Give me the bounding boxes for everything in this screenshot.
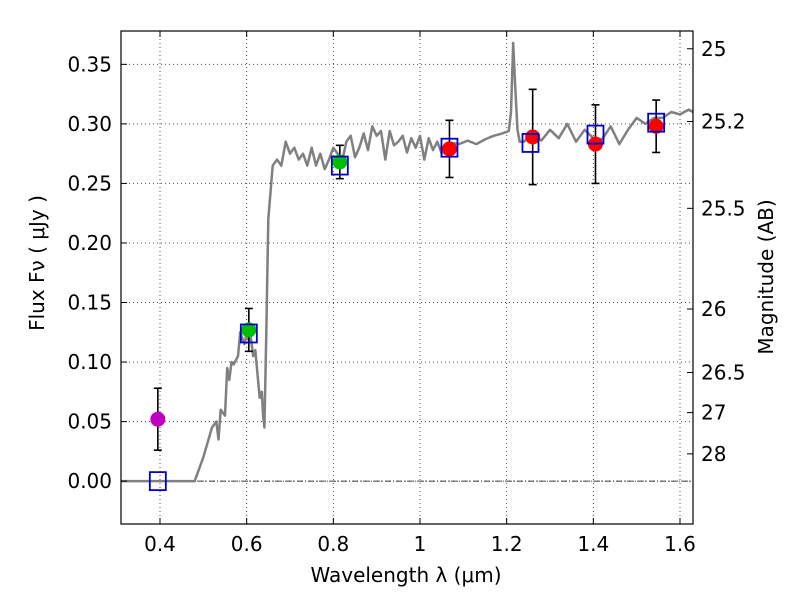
x-tick-label: 0.4 (144, 532, 176, 556)
observed-point (150, 411, 166, 427)
observed-point (241, 322, 257, 338)
x-tick-label: 1.6 (664, 532, 696, 556)
x-tick-label: 1.2 (491, 532, 523, 556)
x-axis-title: Wavelength λ (μm) (310, 563, 501, 587)
mag-tick-label: 26 (701, 297, 726, 321)
observed-point (648, 118, 664, 134)
model-spectrum-layer (121, 41, 694, 483)
y-tick-label: 0.25 (67, 171, 112, 195)
x-tick-label: 1.4 (577, 532, 609, 556)
model-band-square (586, 124, 605, 145)
model-band-square (647, 112, 666, 133)
y-tick-label: 0.05 (67, 410, 112, 434)
axis-ticks (121, 31, 693, 524)
x-tick-label: 0.8 (317, 532, 349, 556)
y-tick-label: 0.00 (67, 469, 112, 493)
y2-axis-title: Magnitude (AB) (754, 199, 778, 354)
observed-points (150, 118, 664, 427)
mag-tick-label: 26.5 (701, 361, 746, 385)
y-axis-title: Flux Fν ( μJy ) (25, 195, 49, 331)
tick-labels: 0.4 0.6 0.8 1 1.2 1.4 1.6 0.00 0.05 0.10 0.15 0.20 0… (67, 37, 745, 556)
y-tick-label: 0.35 (67, 52, 112, 76)
model-band-square (148, 471, 167, 492)
y-tick-label: 0.10 (67, 350, 112, 374)
model-band-square (239, 323, 258, 344)
plot-frame (120, 30, 694, 525)
model-band-square (440, 137, 459, 158)
mag-tick-label: 25 (701, 37, 726, 61)
model-band-square (521, 133, 540, 153)
mag-tick-label: 25.5 (701, 196, 746, 220)
observed-point (441, 141, 457, 157)
model-band-square (330, 155, 349, 176)
y-tick-label: 0.20 (67, 231, 112, 255)
y-tick-label: 0.30 (67, 112, 112, 136)
x-tick-label: 1 (414, 532, 427, 556)
mag-tick-label: 27 (701, 401, 726, 425)
model-band-markers (148, 112, 666, 492)
mag-tick-label: 25.2 (701, 110, 746, 134)
grid (121, 31, 693, 524)
mag-tick-label: 28 (701, 442, 726, 466)
model-spectrum-line (121, 41, 694, 483)
observed-point (332, 154, 348, 170)
x-tick-label: 0.6 (231, 532, 263, 556)
error-bars (153, 88, 661, 451)
y-tick-label: 0.15 (67, 291, 112, 315)
